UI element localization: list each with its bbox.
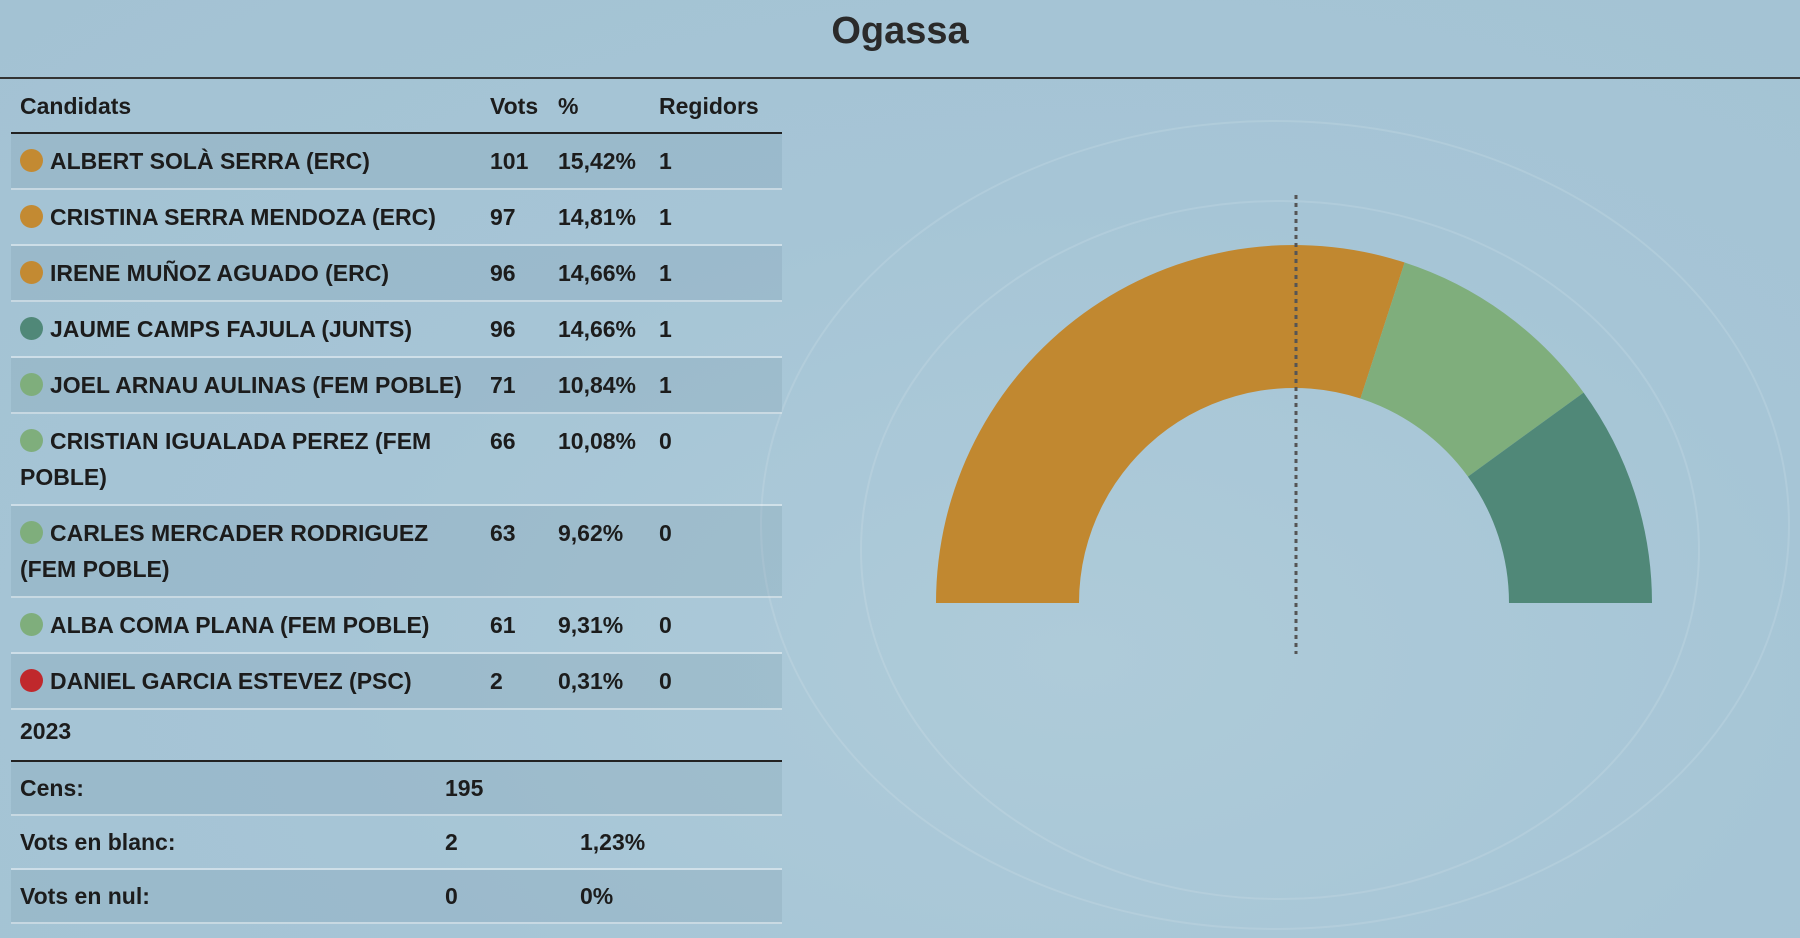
candidate-percent: 15,42% bbox=[558, 148, 637, 174]
candidate-votes: 96 bbox=[490, 260, 516, 286]
candidate-name-text: CRISTINA SERRA MENDOZA (ERC) bbox=[50, 204, 436, 230]
candidate-percent: 10,84% bbox=[558, 372, 637, 398]
candidate-name: ALBERT SOLÀ SERRA (ERC) bbox=[11, 134, 490, 188]
header-candidates: Candidats bbox=[20, 93, 132, 119]
summary-row: Cens: 195 bbox=[11, 762, 782, 816]
table-row: CRISTINA SERRA MENDOZA (ERC) 97 14,81% 1 bbox=[11, 190, 782, 246]
summary-percent: 0% bbox=[580, 882, 614, 909]
candidate-seats: 1 bbox=[659, 260, 672, 286]
table-row: ALBERT SOLÀ SERRA (ERC) 101 15,42% 1 bbox=[11, 134, 782, 190]
candidate-name: ALBA COMA PLANA (FEM POBLE) bbox=[11, 598, 490, 652]
party-color-dot bbox=[20, 613, 43, 636]
candidate-name-text: JOEL ARNAU AULINAS (FEM POBLE) bbox=[50, 372, 462, 398]
party-color-dot bbox=[20, 373, 43, 396]
candidate-name-text: IRENE MUÑOZ AGUADO (ERC) bbox=[50, 260, 390, 286]
page-title: Ogassa bbox=[831, 10, 969, 52]
summary-row: Vots en nul: 0 0% bbox=[11, 870, 782, 924]
summary-label: Vots en blanc: bbox=[20, 828, 176, 855]
candidate-votes: 63 bbox=[490, 520, 516, 546]
candidate-percent: 9,62% bbox=[558, 520, 624, 546]
candidate-votes: 97 bbox=[490, 204, 516, 230]
table-row: ALBA COMA PLANA (FEM POBLE) 61 9,31% 0 bbox=[11, 598, 782, 654]
summary-label: Vots en nul: bbox=[20, 882, 150, 909]
candidate-percent: 9,31% bbox=[558, 612, 624, 638]
header-percent: % bbox=[558, 93, 579, 119]
table-row: CARLES MERCADER RODRIGUEZ (FEM POBLE) 63 9… bbox=[11, 506, 782, 598]
candidate-name: JOEL ARNAU AULINAS (FEM POBLE) bbox=[11, 358, 490, 412]
candidate-votes: 2 bbox=[490, 668, 503, 694]
seat-segment-junts bbox=[1467, 392, 1652, 603]
candidate-percent: 14,66% bbox=[558, 260, 637, 286]
candidate-seats: 0 bbox=[659, 428, 672, 454]
seat-segment-fem-poble bbox=[1360, 262, 1584, 477]
candidate-percent: 14,81% bbox=[558, 204, 637, 230]
candidate-name-text: CRISTIAN IGUALADA PEREZ (FEM POBLE) bbox=[20, 428, 432, 490]
table-row: DANIEL GARCIA ESTEVEZ (PSC) 2 0,31% 0 bbox=[11, 654, 782, 710]
candidate-votes: 71 bbox=[490, 372, 516, 398]
candidates-table: Candidats Vots % Regidors ALBERT SOLÀ SE… bbox=[11, 80, 782, 710]
candidate-percent: 14,66% bbox=[558, 316, 637, 342]
party-color-dot bbox=[20, 317, 43, 340]
background-decoration bbox=[860, 200, 1700, 900]
candidate-seats: 1 bbox=[659, 148, 672, 174]
candidate-name: CRISTIAN IGUALADA PEREZ (FEM POBLE) bbox=[11, 414, 490, 504]
candidate-name: JAUME CAMPS FAJULA (JUNTS) bbox=[11, 302, 490, 356]
candidate-votes: 101 bbox=[490, 148, 529, 174]
summary-value: 0 bbox=[445, 882, 458, 909]
table-header: Candidats Vots % Regidors bbox=[11, 80, 782, 134]
candidate-name-text: ALBERT SOLÀ SERRA (ERC) bbox=[50, 148, 370, 174]
party-color-dot bbox=[20, 149, 43, 172]
table-row: IRENE MUÑOZ AGUADO (ERC) 96 14,66% 1 bbox=[11, 246, 782, 302]
party-color-dot bbox=[20, 261, 43, 284]
candidate-name-text: ALBA COMA PLANA (FEM POBLE) bbox=[50, 612, 430, 638]
candidate-name: IRENE MUÑOZ AGUADO (ERC) bbox=[11, 246, 490, 300]
candidate-name: DANIEL GARCIA ESTEVEZ (PSC) bbox=[11, 654, 490, 708]
candidate-votes: 96 bbox=[490, 316, 516, 342]
party-color-dot bbox=[20, 429, 43, 452]
background-decoration bbox=[760, 120, 1790, 930]
summary-percent: 1,23% bbox=[580, 828, 646, 855]
candidate-seats: 1 bbox=[659, 204, 672, 230]
summary-label: Cens: bbox=[20, 774, 84, 801]
candidate-name: CARLES MERCADER RODRIGUEZ (FEM POBLE) bbox=[11, 506, 490, 596]
party-color-dot bbox=[20, 205, 43, 228]
party-color-dot bbox=[20, 669, 43, 692]
table-body: ALBERT SOLÀ SERRA (ERC) 101 15,42% 1 CRISTIN… bbox=[11, 134, 782, 710]
header-seats: Regidors bbox=[659, 93, 759, 119]
candidate-votes: 66 bbox=[490, 428, 516, 454]
table-row: CRISTIAN IGUALADA PEREZ (FEM POBLE) 66 10,… bbox=[11, 414, 782, 506]
summary-row: Vots en blanc: 2 1,23% bbox=[11, 816, 782, 870]
table-row: JOEL ARNAU AULINAS (FEM POBLE) 71 10,84% 1 bbox=[11, 358, 782, 414]
summary-value: 2 bbox=[445, 828, 458, 855]
year-divider bbox=[11, 760, 782, 762]
candidate-name-text: CARLES MERCADER RODRIGUEZ (FEM POBLE) bbox=[20, 520, 429, 582]
candidate-percent: 0,31% bbox=[558, 668, 624, 694]
candidate-seats: 1 bbox=[659, 316, 672, 342]
summary-value: 195 bbox=[445, 774, 484, 801]
candidate-seats: 1 bbox=[659, 372, 672, 398]
election-year: 2023 bbox=[20, 718, 72, 744]
candidate-percent: 10,08% bbox=[558, 428, 637, 454]
candidate-name: CRISTINA SERRA MENDOZA (ERC) bbox=[11, 190, 490, 244]
header-votes: Vots bbox=[490, 93, 539, 119]
candidate-seats: 0 bbox=[659, 612, 672, 638]
candidate-seats: 0 bbox=[659, 520, 672, 546]
table-row: JAUME CAMPS FAJULA (JUNTS) 96 14,66% 1 bbox=[11, 302, 782, 358]
seat-segment-erc bbox=[936, 244, 1405, 603]
candidate-name-text: JAUME CAMPS FAJULA (JUNTS) bbox=[50, 316, 413, 342]
candidate-seats: 0 bbox=[659, 668, 672, 694]
candidate-name-text: DANIEL GARCIA ESTEVEZ (PSC) bbox=[50, 668, 412, 694]
title-divider bbox=[0, 77, 1800, 79]
party-color-dot bbox=[20, 521, 43, 544]
summary-table: Cens: 195 Vots en blanc: 2 1,23% Vots en nul:… bbox=[11, 762, 782, 924]
candidate-votes: 61 bbox=[490, 612, 516, 638]
